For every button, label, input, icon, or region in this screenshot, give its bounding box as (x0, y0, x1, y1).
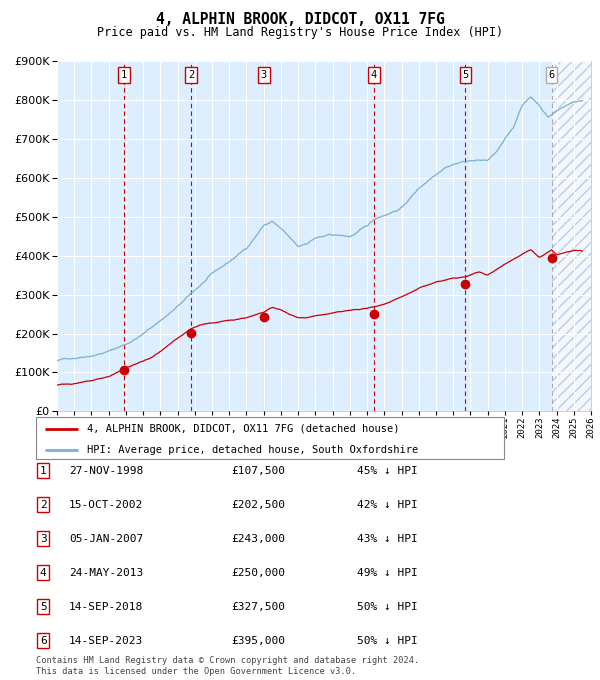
Text: 42% ↓ HPI: 42% ↓ HPI (357, 500, 418, 509)
Text: 6: 6 (40, 636, 47, 645)
Text: 2: 2 (40, 500, 47, 509)
Text: 4: 4 (371, 70, 377, 80)
FancyBboxPatch shape (36, 417, 504, 459)
Text: £250,000: £250,000 (231, 568, 285, 577)
Text: £107,500: £107,500 (231, 466, 285, 475)
Text: 43% ↓ HPI: 43% ↓ HPI (357, 534, 418, 543)
Text: 6: 6 (548, 70, 554, 80)
Text: 14-SEP-2018: 14-SEP-2018 (69, 602, 143, 611)
Text: 3: 3 (261, 70, 267, 80)
Text: This data is licensed under the Open Government Licence v3.0.: This data is licensed under the Open Gov… (36, 667, 356, 677)
Text: £243,000: £243,000 (231, 534, 285, 543)
Text: £202,500: £202,500 (231, 500, 285, 509)
Text: 5: 5 (462, 70, 469, 80)
Text: Contains HM Land Registry data © Crown copyright and database right 2024.: Contains HM Land Registry data © Crown c… (36, 656, 419, 666)
Text: 05-JAN-2007: 05-JAN-2007 (69, 534, 143, 543)
Text: 14-SEP-2023: 14-SEP-2023 (69, 636, 143, 645)
Text: £395,000: £395,000 (231, 636, 285, 645)
Text: 5: 5 (40, 602, 47, 611)
Text: 1: 1 (40, 466, 47, 475)
Bar (551, 61, 591, 411)
Text: 4, ALPHIN BROOK, DIDCOT, OX11 7FG (detached house): 4, ALPHIN BROOK, DIDCOT, OX11 7FG (detac… (88, 424, 400, 434)
Text: 45% ↓ HPI: 45% ↓ HPI (357, 466, 418, 475)
Text: 4, ALPHIN BROOK, DIDCOT, OX11 7FG: 4, ALPHIN BROOK, DIDCOT, OX11 7FG (155, 12, 445, 27)
Text: HPI: Average price, detached house, South Oxfordshire: HPI: Average price, detached house, Sout… (88, 445, 419, 455)
Text: 50% ↓ HPI: 50% ↓ HPI (357, 602, 418, 611)
Text: 50% ↓ HPI: 50% ↓ HPI (357, 636, 418, 645)
Text: 2: 2 (188, 70, 194, 80)
Text: Price paid vs. HM Land Registry's House Price Index (HPI): Price paid vs. HM Land Registry's House … (97, 26, 503, 39)
Text: 1: 1 (121, 70, 127, 80)
Text: 15-OCT-2002: 15-OCT-2002 (69, 500, 143, 509)
Text: 3: 3 (40, 534, 47, 543)
Text: 4: 4 (40, 568, 47, 577)
Text: 27-NOV-1998: 27-NOV-1998 (69, 466, 143, 475)
Text: £327,500: £327,500 (231, 602, 285, 611)
Text: 24-MAY-2013: 24-MAY-2013 (69, 568, 143, 577)
Text: 49% ↓ HPI: 49% ↓ HPI (357, 568, 418, 577)
